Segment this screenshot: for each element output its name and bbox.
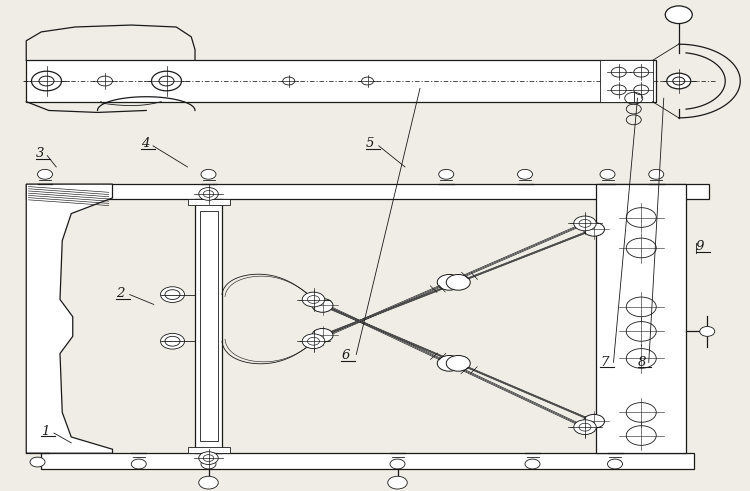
Circle shape xyxy=(201,459,216,469)
Circle shape xyxy=(201,169,216,179)
Text: 3: 3 xyxy=(36,147,44,160)
Text: 8: 8 xyxy=(638,356,646,369)
Circle shape xyxy=(30,457,45,467)
Circle shape xyxy=(626,403,656,422)
Circle shape xyxy=(303,334,324,348)
Circle shape xyxy=(584,222,604,236)
Circle shape xyxy=(611,67,626,77)
Circle shape xyxy=(518,169,532,179)
Circle shape xyxy=(160,333,184,349)
Text: 5: 5 xyxy=(366,137,374,150)
Circle shape xyxy=(203,455,214,462)
Circle shape xyxy=(98,76,112,86)
Bar xyxy=(600,60,652,102)
Circle shape xyxy=(199,188,218,200)
Circle shape xyxy=(626,322,656,341)
Bar xyxy=(26,60,656,102)
Circle shape xyxy=(203,191,214,197)
Circle shape xyxy=(152,71,182,91)
Circle shape xyxy=(131,459,146,469)
Bar xyxy=(26,184,709,199)
Circle shape xyxy=(579,219,591,227)
Circle shape xyxy=(579,423,591,431)
Text: 7: 7 xyxy=(600,356,608,369)
Circle shape xyxy=(437,274,461,290)
Circle shape xyxy=(574,217,596,230)
Circle shape xyxy=(600,169,615,179)
Circle shape xyxy=(626,238,656,258)
Circle shape xyxy=(667,73,691,89)
Circle shape xyxy=(574,216,596,231)
Circle shape xyxy=(302,292,325,307)
Text: 9: 9 xyxy=(696,241,704,253)
Bar xyxy=(596,184,686,453)
Bar xyxy=(195,199,222,453)
Circle shape xyxy=(388,476,407,489)
Circle shape xyxy=(302,334,325,349)
Bar xyxy=(200,211,217,441)
Circle shape xyxy=(649,169,664,179)
Circle shape xyxy=(574,420,596,434)
Bar xyxy=(41,453,694,469)
Circle shape xyxy=(673,77,685,85)
Circle shape xyxy=(437,355,461,371)
Text: 1: 1 xyxy=(41,425,50,437)
Circle shape xyxy=(626,426,656,445)
Circle shape xyxy=(308,296,320,303)
Circle shape xyxy=(446,355,470,371)
Bar xyxy=(188,447,230,453)
Circle shape xyxy=(665,6,692,24)
Circle shape xyxy=(165,290,180,300)
Text: 4: 4 xyxy=(141,137,149,150)
Circle shape xyxy=(611,85,626,95)
Circle shape xyxy=(700,327,715,336)
Polygon shape xyxy=(26,184,112,453)
Circle shape xyxy=(626,349,656,368)
Circle shape xyxy=(312,299,333,312)
Circle shape xyxy=(199,452,218,464)
Circle shape xyxy=(32,71,62,91)
Text: 6: 6 xyxy=(341,350,350,362)
Circle shape xyxy=(439,169,454,179)
Circle shape xyxy=(38,169,52,179)
Circle shape xyxy=(199,476,218,489)
Circle shape xyxy=(446,274,470,290)
Bar xyxy=(188,199,230,205)
Circle shape xyxy=(303,293,324,306)
Circle shape xyxy=(308,337,320,345)
Circle shape xyxy=(160,287,184,302)
Circle shape xyxy=(634,85,649,95)
Circle shape xyxy=(283,77,295,85)
Circle shape xyxy=(525,459,540,469)
Circle shape xyxy=(584,414,604,428)
Circle shape xyxy=(574,420,596,435)
Circle shape xyxy=(390,459,405,469)
Circle shape xyxy=(608,459,622,469)
Circle shape xyxy=(159,76,174,86)
Circle shape xyxy=(362,77,374,85)
Circle shape xyxy=(312,328,333,342)
Circle shape xyxy=(165,336,180,346)
Circle shape xyxy=(626,297,656,317)
Circle shape xyxy=(626,208,656,227)
Circle shape xyxy=(634,67,649,77)
Text: 2: 2 xyxy=(116,287,124,300)
Circle shape xyxy=(39,76,54,86)
